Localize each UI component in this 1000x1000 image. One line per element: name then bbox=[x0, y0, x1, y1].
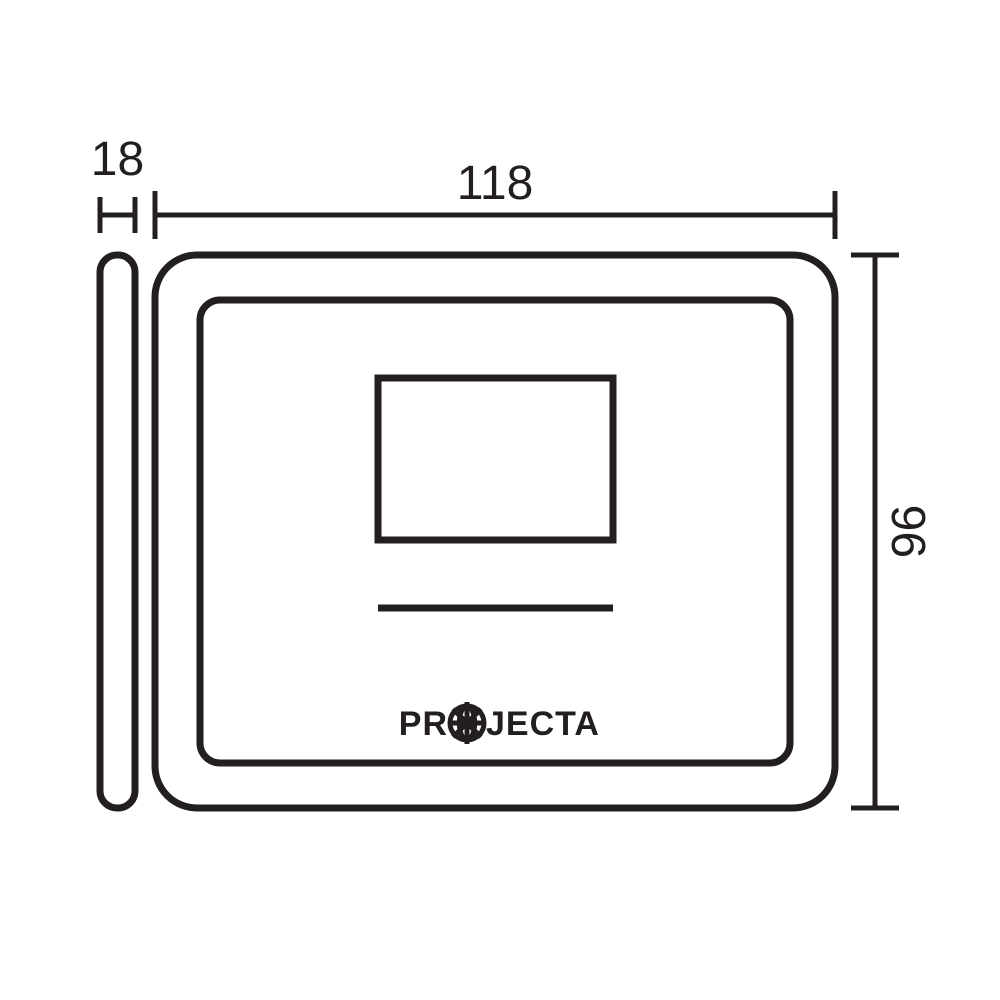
dim-width-label: 118 bbox=[457, 157, 534, 210]
brand-logo: PR JECTA bbox=[399, 702, 600, 744]
side-profile bbox=[100, 255, 135, 808]
front-face-inner bbox=[200, 300, 790, 763]
screen-rect bbox=[378, 378, 613, 540]
dim-depth-label: 18 bbox=[91, 133, 144, 186]
brand-text-after: JECTA bbox=[486, 705, 600, 743]
dim-height-label: 96 bbox=[883, 505, 936, 558]
brand-text-before: PR bbox=[399, 705, 448, 743]
globe-icon bbox=[450, 702, 484, 744]
